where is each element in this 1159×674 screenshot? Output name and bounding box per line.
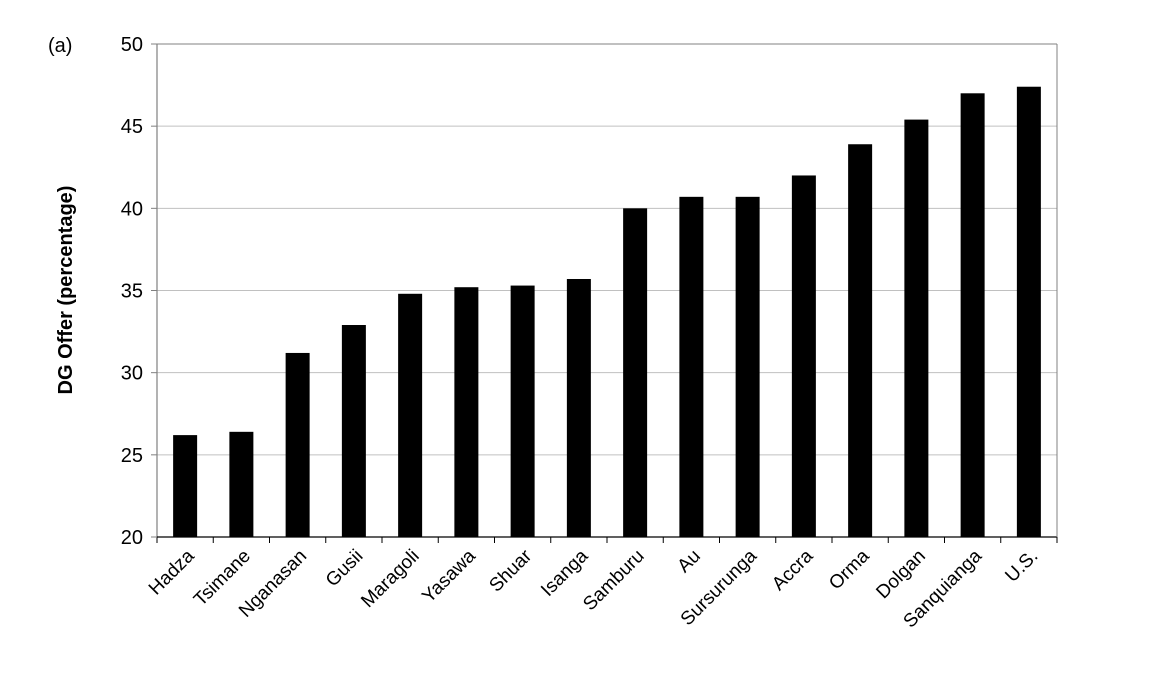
- bar-shuar: [510, 285, 535, 537]
- x-category-label-yasawa: Yasawa: [418, 545, 480, 607]
- x-category-label-u-s: U.S.: [1001, 546, 1042, 587]
- bar-tsimane: [229, 431, 254, 537]
- panel-label: (a): [48, 35, 72, 57]
- bar-orma: [848, 144, 873, 537]
- bar-nganasan: [285, 352, 310, 537]
- bar-isanga: [566, 278, 591, 537]
- bar-sanquianga: [960, 93, 985, 538]
- y-axis-title: DG Offer (percentage): [55, 186, 77, 395]
- bar-samburu: [623, 208, 648, 538]
- bar-au: [679, 196, 704, 537]
- y-axis-ticks: 20 25 30 35 40 45 50: [121, 34, 157, 549]
- y-tick-label-50: 50: [121, 34, 143, 56]
- y-tick-label-45: 45: [121, 116, 143, 138]
- bar-hadza: [173, 435, 198, 537]
- bar-maragoli: [398, 293, 423, 537]
- bar-accra: [791, 175, 816, 537]
- y-tick-label-35: 35: [121, 281, 143, 303]
- x-category-label-samburu: Samburu: [579, 546, 648, 615]
- bar-dolgan: [904, 119, 929, 538]
- y-tick-label-40: 40: [121, 198, 143, 220]
- bar-gusii: [341, 325, 366, 537]
- x-category-label-accra: Accra: [768, 545, 817, 594]
- bar-u-s: [1016, 86, 1041, 537]
- x-category-label-shuar: Shuar: [485, 545, 536, 596]
- x-category-label-au: Au: [674, 546, 705, 577]
- x-category-label-hadza: Hadza: [145, 545, 199, 599]
- y-tick-label-25: 25: [121, 445, 143, 467]
- y-tick-label-30: 30: [121, 363, 143, 385]
- y-tick-label-20: 20: [121, 527, 143, 549]
- bar-sursurunga: [735, 196, 760, 537]
- x-category-label-orma: Orma: [825, 545, 874, 594]
- bars: [173, 86, 1041, 538]
- bar-yasawa: [454, 287, 479, 537]
- x-category-label-gusii: Gusii: [322, 546, 367, 591]
- x-category-label-isanga: Isanga: [537, 545, 592, 600]
- x-category-label-maragoli: Maragoli: [357, 546, 423, 612]
